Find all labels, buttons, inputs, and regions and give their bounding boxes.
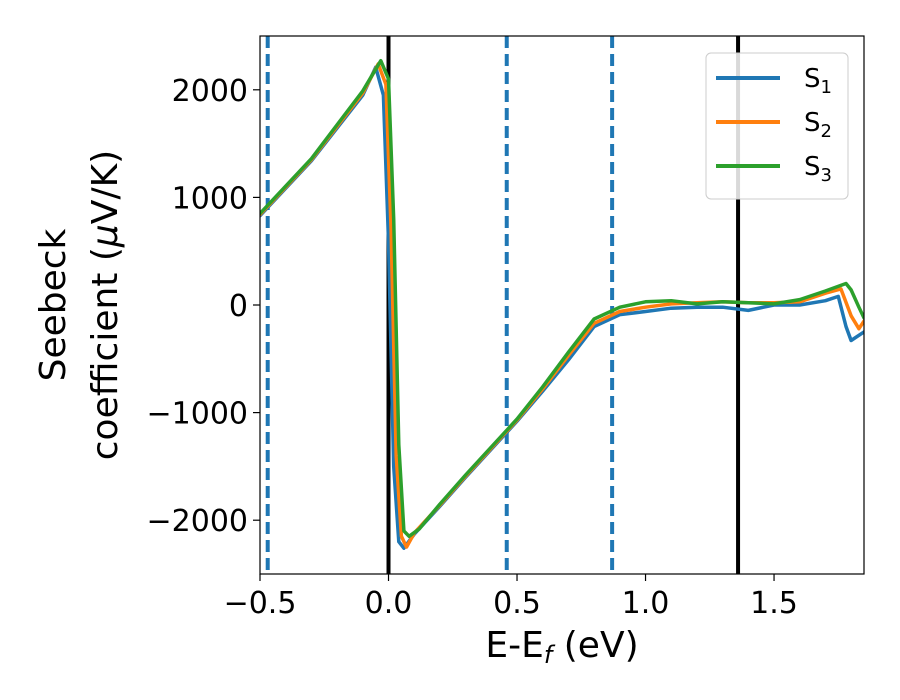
x-axis-title: E-Ef (eV) xyxy=(485,625,638,669)
x-tick-label: −0.5 xyxy=(224,586,297,621)
x-tick-label: 0.0 xyxy=(365,586,413,621)
legend-label-s3: S3 xyxy=(804,152,832,186)
y-axis-title: Seebeck coefficient (μV/K) xyxy=(33,150,126,460)
y-tick-label: 0 xyxy=(229,289,248,324)
y-tick-label: 2000 xyxy=(172,74,248,109)
legend-label-s1: S1 xyxy=(804,64,832,98)
x-axis-ticks: −0.5 0.0 0.5 1.0 1.5 xyxy=(224,574,798,621)
series-lines xyxy=(260,58,864,550)
y-tick-label: 1000 xyxy=(172,181,248,216)
legend-label-s2: S2 xyxy=(804,108,832,142)
x-tick-label: 1.5 xyxy=(750,586,798,621)
x-tick-label: 1.0 xyxy=(622,586,670,621)
y-tick-label: −2000 xyxy=(147,504,248,539)
y-axis-ticks: 2000 1000 0 −1000 −2000 xyxy=(147,74,260,539)
y-tick-label: −1000 xyxy=(147,397,248,432)
legend-box xyxy=(705,52,849,200)
legend: S1 S2 S3 xyxy=(705,52,849,200)
x-tick-label: 0.5 xyxy=(493,586,541,621)
series-line-s1 xyxy=(260,65,864,550)
series-line-s3 xyxy=(260,58,864,539)
svg-text:coefficient (μV/K): coefficient (μV/K) xyxy=(85,150,126,460)
svg-text:Seebeck: Seebeck xyxy=(33,228,74,381)
